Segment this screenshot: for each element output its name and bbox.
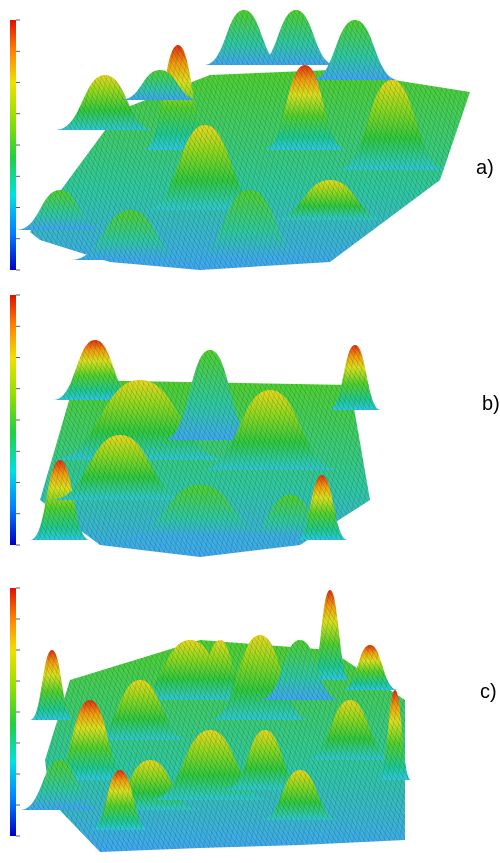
- panel-label: b): [482, 393, 500, 415]
- figure: a) b) c): [0, 0, 500, 863]
- colorbar: [10, 588, 16, 836]
- panel-label: c): [480, 681, 497, 703]
- panels: a) b) c): [10, 10, 500, 852]
- colorbar: [10, 20, 16, 270]
- colorbar: [10, 295, 16, 545]
- panel: a): [10, 10, 494, 270]
- panel: c): [10, 588, 497, 852]
- page: a)b)c) (() => { const data = JSON.parse(…: [0, 0, 500, 863]
- panel: b): [10, 295, 500, 557]
- panel-label: a): [476, 157, 494, 179]
